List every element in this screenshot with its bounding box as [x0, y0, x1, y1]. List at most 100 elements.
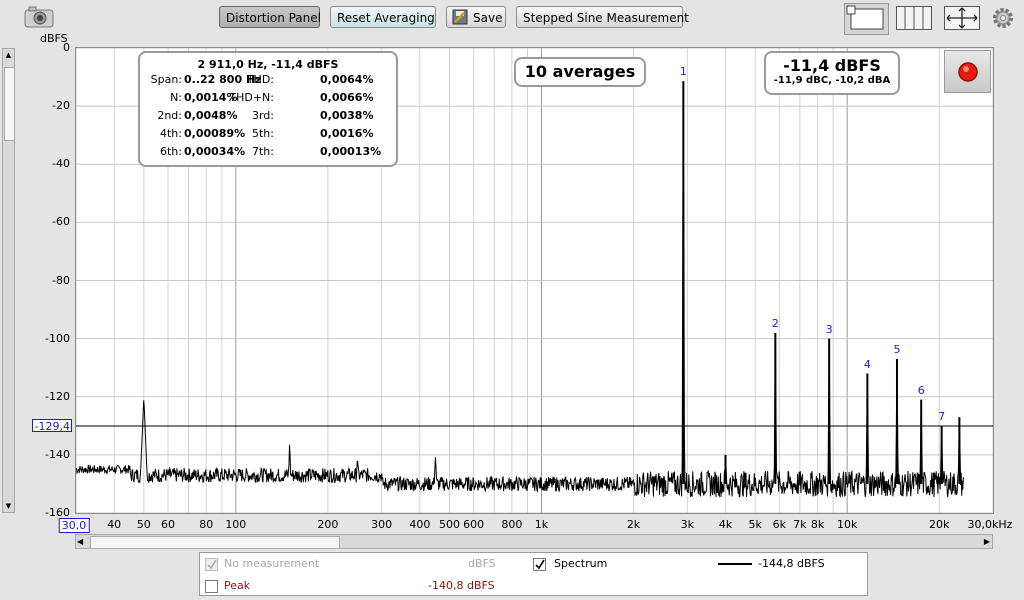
- distortion-key: 2nd:: [157, 109, 182, 122]
- scroll-up-arrow[interactable]: ▲: [5, 51, 12, 59]
- x-tick-label: 3k: [680, 518, 695, 531]
- stepped-sine-button[interactable]: Stepped Sine Measurement: [516, 6, 689, 28]
- harmonic-label: 1: [679, 65, 687, 79]
- spectrum-trace: [76, 93, 964, 498]
- window-layout-icon[interactable]: [844, 3, 889, 35]
- level-box: -11,4 dBFS -11,9 dBC, -10,2 dBA: [764, 51, 900, 95]
- distortion-key: 7th:: [252, 145, 274, 158]
- peak-label: Peak: [224, 579, 251, 592]
- x-tick-label: 7k: [793, 518, 807, 531]
- y-tick-label: -120: [45, 389, 70, 403]
- distortion-value: 0,00013%: [320, 145, 382, 158]
- y-tick-label: -160: [45, 506, 70, 519]
- peak-checkbox[interactable]: [205, 580, 218, 593]
- averages-box: 10 averages: [514, 57, 646, 87]
- columns-icon[interactable]: [896, 6, 932, 33]
- distortion-key: THD+N:: [229, 91, 274, 104]
- x-tick-label: 10k: [836, 518, 858, 531]
- move-arrows-icon[interactable]: [944, 6, 980, 33]
- harmonic-label: 6: [917, 383, 925, 397]
- save-icon: [452, 9, 468, 32]
- horizontal-scrollbar[interactable]: ◀ ▶: [75, 534, 993, 549]
- spectrum-checkbox[interactable]: [533, 558, 546, 571]
- level-main: -11,4 dBFS: [783, 56, 881, 75]
- harmonic-label: 7: [938, 409, 946, 423]
- camera-icon[interactable]: [24, 6, 54, 28]
- distortion-info-box: 2 911,0 Hz, -11,4 dBFS Span: 0..22 800 Hz…: [138, 51, 398, 167]
- distortion-key: 5th:: [252, 127, 274, 140]
- spectrum-line-swatch: [718, 563, 752, 565]
- distortion-value: 0,0014%: [184, 91, 238, 104]
- x-tick-label: 4k: [718, 518, 733, 531]
- scroll-down-arrow[interactable]: ▼: [5, 502, 12, 510]
- y-tick-label: -40: [52, 157, 70, 171]
- vertical-scroll-thumb[interactable]: [4, 67, 15, 141]
- x-tick-label: 60: [161, 518, 175, 531]
- scroll-right-arrow[interactable]: ▶: [983, 537, 990, 546]
- x-tick-label: 40: [107, 518, 122, 531]
- x-tick-label: 8k: [810, 518, 825, 531]
- distortion-value: 0,00089%: [184, 127, 246, 140]
- y-unit-label: dBFS: [40, 32, 68, 45]
- distortion-header: 2 911,0 Hz, -11,4 dBFS: [197, 58, 339, 71]
- x-tick-label: 300: [371, 518, 393, 531]
- distortion-value: 0,00034%: [184, 145, 246, 158]
- harmonic-label: 4: [863, 357, 871, 371]
- vertical-scrollbar[interactable]: ▲ ▼: [2, 48, 15, 513]
- spectrum-label: Spectrum: [554, 557, 608, 570]
- x-tick-label: 200: [317, 518, 339, 531]
- no-measurement-checkbox[interactable]: [205, 558, 218, 571]
- y-tick-label: -140: [45, 447, 70, 461]
- y-tick-label: -100: [45, 331, 70, 345]
- averages-label: 10 averages: [524, 62, 636, 81]
- horizontal-scroll-thumb[interactable]: [90, 536, 340, 549]
- x-tick-label: 500: [438, 518, 460, 531]
- distortion-value: 0..22 800 Hz: [184, 73, 262, 86]
- record-icon: [958, 62, 978, 82]
- x-tick-label: 30,0kHz: [967, 518, 1013, 531]
- x-tick-label: 400: [409, 518, 431, 531]
- distortion-value: 0,0016%: [320, 127, 374, 140]
- harmonic-label: 2: [771, 316, 779, 330]
- distortion-key: 3rd:: [251, 109, 274, 122]
- harmonic-label: 5: [893, 342, 901, 356]
- distortion-row: 2nd: 0,0048% 3rd: 0,0038%: [140, 109, 396, 127]
- distortion-value: 0,0066%: [320, 91, 374, 104]
- distortion-row: N: 0,0014% THD+N: 0,0066%: [140, 91, 396, 109]
- x-tick-label: 30,0: [58, 518, 90, 533]
- distortion-value: 0,0048%: [184, 109, 238, 122]
- x-tick-label: 20k: [928, 518, 950, 531]
- save-label: Save: [473, 11, 503, 25]
- scroll-left-arrow[interactable]: ◀: [77, 537, 84, 546]
- distortion-row: 6th: 0,00034% 7th: 0,00013%: [140, 145, 396, 163]
- spectrum-value: -144,8 dBFS: [758, 557, 825, 570]
- distortion-row: 4th: 0,00089% 5th: 0,0016%: [140, 127, 396, 145]
- distortion-key: Span:: [150, 73, 182, 86]
- no-measurement-label: No measurement: [224, 557, 320, 570]
- x-tick-label: 2k: [626, 518, 641, 531]
- y-tick-label: 0: [63, 41, 70, 54]
- distortion-rows: Span: 0..22 800 Hz THD: 0,0064% N: 0,0014% THD…: [140, 73, 396, 163]
- x-tick-label: 5k: [748, 518, 762, 531]
- x-tick-label: 600: [463, 518, 485, 531]
- y-tick-label: -80: [52, 273, 70, 287]
- x-tick-label: 50: [136, 518, 151, 531]
- distortion-panel-button[interactable]: Distortion Panel: [219, 6, 321, 28]
- distortion-value: 0,0064%: [320, 73, 374, 86]
- save-button[interactable]: Save: [446, 6, 506, 28]
- distortion-key: THD:: [246, 73, 274, 86]
- x-tick-label: 100: [225, 518, 247, 531]
- distortion-value: 0,0038%: [320, 109, 374, 122]
- toolbar: Distortion Panel Reset Averaging Save St…: [0, 0, 1024, 40]
- reset-averaging-button[interactable]: Reset Averaging: [330, 6, 436, 28]
- gear-icon[interactable]: [991, 6, 1015, 33]
- x-tick-label: 800: [501, 518, 523, 531]
- distortion-row: Span: 0..22 800 Hz THD: 0,0064%: [140, 73, 396, 91]
- distortion-key: 6th:: [160, 145, 182, 158]
- peak-value: -140,8 dBFS: [428, 579, 495, 592]
- cursor-level-label[interactable]: -129,4: [32, 419, 72, 433]
- legend-panel: No measurement dBFS Spectrum -144,8 dBFS…: [199, 552, 868, 596]
- harmonic-peaks: [682, 81, 961, 484]
- record-button[interactable]: [944, 50, 991, 93]
- y-tick-label: -20: [52, 99, 70, 113]
